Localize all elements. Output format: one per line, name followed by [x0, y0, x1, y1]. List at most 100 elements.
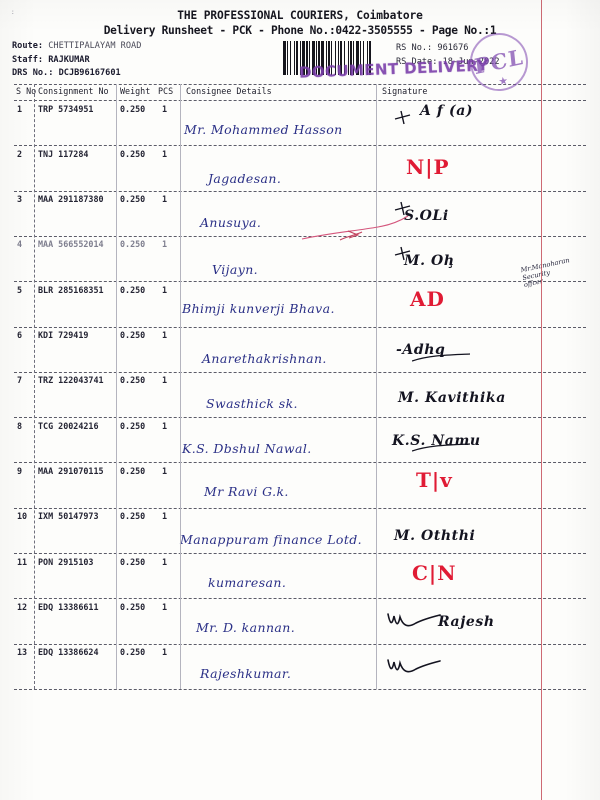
row-serial-number: 9	[17, 465, 23, 476]
row-weight: 0.250	[120, 194, 146, 205]
pink-ink-scribble	[301, 215, 409, 241]
signature-tick-mark	[394, 246, 411, 261]
row-pcs: 1	[162, 420, 168, 431]
row-weight: 0.250	[120, 330, 146, 340]
table-rule	[14, 84, 586, 85]
row-serial-number: 12	[17, 601, 28, 612]
row-serial-number: 1	[17, 103, 23, 114]
row-signature: M. Oḩ	[404, 252, 455, 269]
row-serial-number: 10	[17, 511, 28, 522]
table-rule	[14, 507, 586, 509]
signature-flourish	[387, 658, 441, 673]
column-header-s-no: S No	[16, 86, 37, 96]
row-consignee-handwriting: Anusuya.	[200, 214, 262, 230]
row-weight: 0.250	[120, 511, 146, 522]
row-weight: 0.250	[120, 601, 146, 612]
table-rule	[14, 281, 586, 283]
route-label: Route:	[12, 41, 44, 51]
row-pcs: 1	[162, 601, 168, 612]
row-serial-number: 13	[17, 647, 28, 658]
row-pcs: 1	[162, 103, 168, 114]
row-consignee-handwriting: Rajeshkumar.	[200, 665, 292, 681]
row-signature: C|N	[412, 561, 457, 585]
signature-tick-mark	[394, 201, 411, 215]
table-column-divider	[34, 84, 35, 689]
row-consignee-handwriting: K.S. Dbshul Nawal.	[182, 441, 312, 457]
column-header-signature: Signature	[382, 86, 428, 96]
row-pcs: 1	[162, 375, 168, 386]
row-signature-note: Mr.Manoharan Security offcer	[519, 255, 571, 289]
table-rule	[14, 553, 586, 554]
row-serial-number: 3	[17, 194, 23, 205]
row-serial-number: 2	[17, 148, 23, 159]
column-header-pcs: PCS	[158, 86, 174, 96]
column-header-consignee-details: Consignee Details	[186, 86, 272, 96]
staff-value: RAJKUMAR	[48, 54, 90, 65]
rs-date-value: 18-Jun-2022	[442, 56, 500, 67]
row-consignment-number: PON 2915103	[38, 556, 94, 567]
table-rule	[14, 326, 586, 328]
row-signature: Rajesh	[438, 614, 495, 631]
row-consignee-handwriting: Mr. Mohammed Hasson	[184, 122, 343, 137]
table-rule	[14, 145, 586, 147]
row-consignment-number: MAA 291070115	[38, 465, 104, 476]
row-pcs: 1	[162, 194, 168, 205]
rs-no-label: RS No.:	[396, 43, 433, 53]
rs-no-row: RS No.: 961676	[396, 42, 500, 56]
drs-value: DCJB96167601	[58, 68, 121, 79]
row-signature: M. Oththi	[394, 527, 476, 544]
row-consignment-number: TRZ 122043741	[38, 375, 104, 386]
column-header-consignment-no: Consignment No	[38, 86, 109, 96]
row-pcs: 1	[162, 556, 168, 567]
table-rule	[14, 417, 586, 419]
row-weight: 0.250	[120, 375, 146, 386]
row-signature: T|v	[416, 468, 453, 493]
row-serial-number: 4	[17, 239, 23, 250]
row-consignee-handwriting: Manappuram finance Lotd.	[180, 531, 363, 547]
route-value: CHETTIPALAYAM ROAD	[48, 41, 142, 51]
row-weight: 0.250	[120, 556, 146, 567]
row-pcs: 1	[162, 647, 168, 658]
row-weight: 0.250	[120, 239, 146, 250]
row-consignee-handwriting: Bhimji kunverji Bhava.	[182, 301, 335, 317]
table-rule	[14, 100, 586, 101]
table-column-divider	[116, 84, 117, 689]
rs-date-row: RS Date: 18-Jun-2022	[396, 56, 500, 70]
row-consignment-number: TNJ 117284	[38, 148, 89, 159]
row-consignee-handwriting: Mr Ravi G.k.	[204, 484, 289, 500]
row-weight: 0.250	[120, 103, 146, 114]
row-serial-number: 8	[17, 420, 23, 431]
signature-underline	[412, 443, 471, 452]
row-serial-number: 7	[17, 375, 23, 386]
signature-flourish	[387, 613, 441, 627]
row-pcs: 1	[162, 330, 168, 340]
row-pcs: 1	[162, 239, 168, 250]
table-rule	[14, 688, 586, 690]
row-signature: AD	[410, 287, 445, 312]
runsheet-meta-left: Route: CHETTIPALAYAM ROAD Staff: RAJKUMA…	[12, 40, 141, 81]
row-weight: 0.250	[120, 284, 146, 295]
staff-row: Staff: RAJKUMAR	[12, 54, 141, 68]
table-header-row: S No Consignment No Weight PCS Consignee Det…	[14, 86, 586, 100]
row-signature: S.OLi	[404, 207, 449, 224]
table-column-divider	[180, 84, 181, 689]
table-rule	[14, 598, 586, 600]
signature-underline	[412, 352, 471, 362]
drs-row: DRS No.: DCJB96167601	[12, 67, 141, 81]
row-consignee-handwriting: Swasthick sk.	[206, 395, 298, 411]
route-row: Route: CHETTIPALAYAM ROAD	[12, 40, 141, 54]
row-consignee-handwriting: Mr. D. kannan.	[196, 620, 296, 636]
table-column-divider	[376, 84, 377, 689]
row-consignment-number: TRP 5734951	[38, 103, 94, 114]
row-consignment-number: MAA 291187380	[38, 194, 104, 205]
row-pcs: 1	[162, 465, 168, 476]
scan-corner-artifact: :	[11, 9, 15, 16]
row-consignment-number: IXM 50147973	[38, 511, 99, 522]
row-signature: -Adhq	[396, 341, 446, 358]
table-rule	[14, 643, 586, 645]
row-serial-number: 6	[17, 330, 23, 340]
row-consignment-number: BLR 285168351	[38, 284, 104, 295]
row-signature: A f (a)	[420, 103, 474, 119]
row-consignment-number: TCG 20024216	[38, 420, 99, 431]
